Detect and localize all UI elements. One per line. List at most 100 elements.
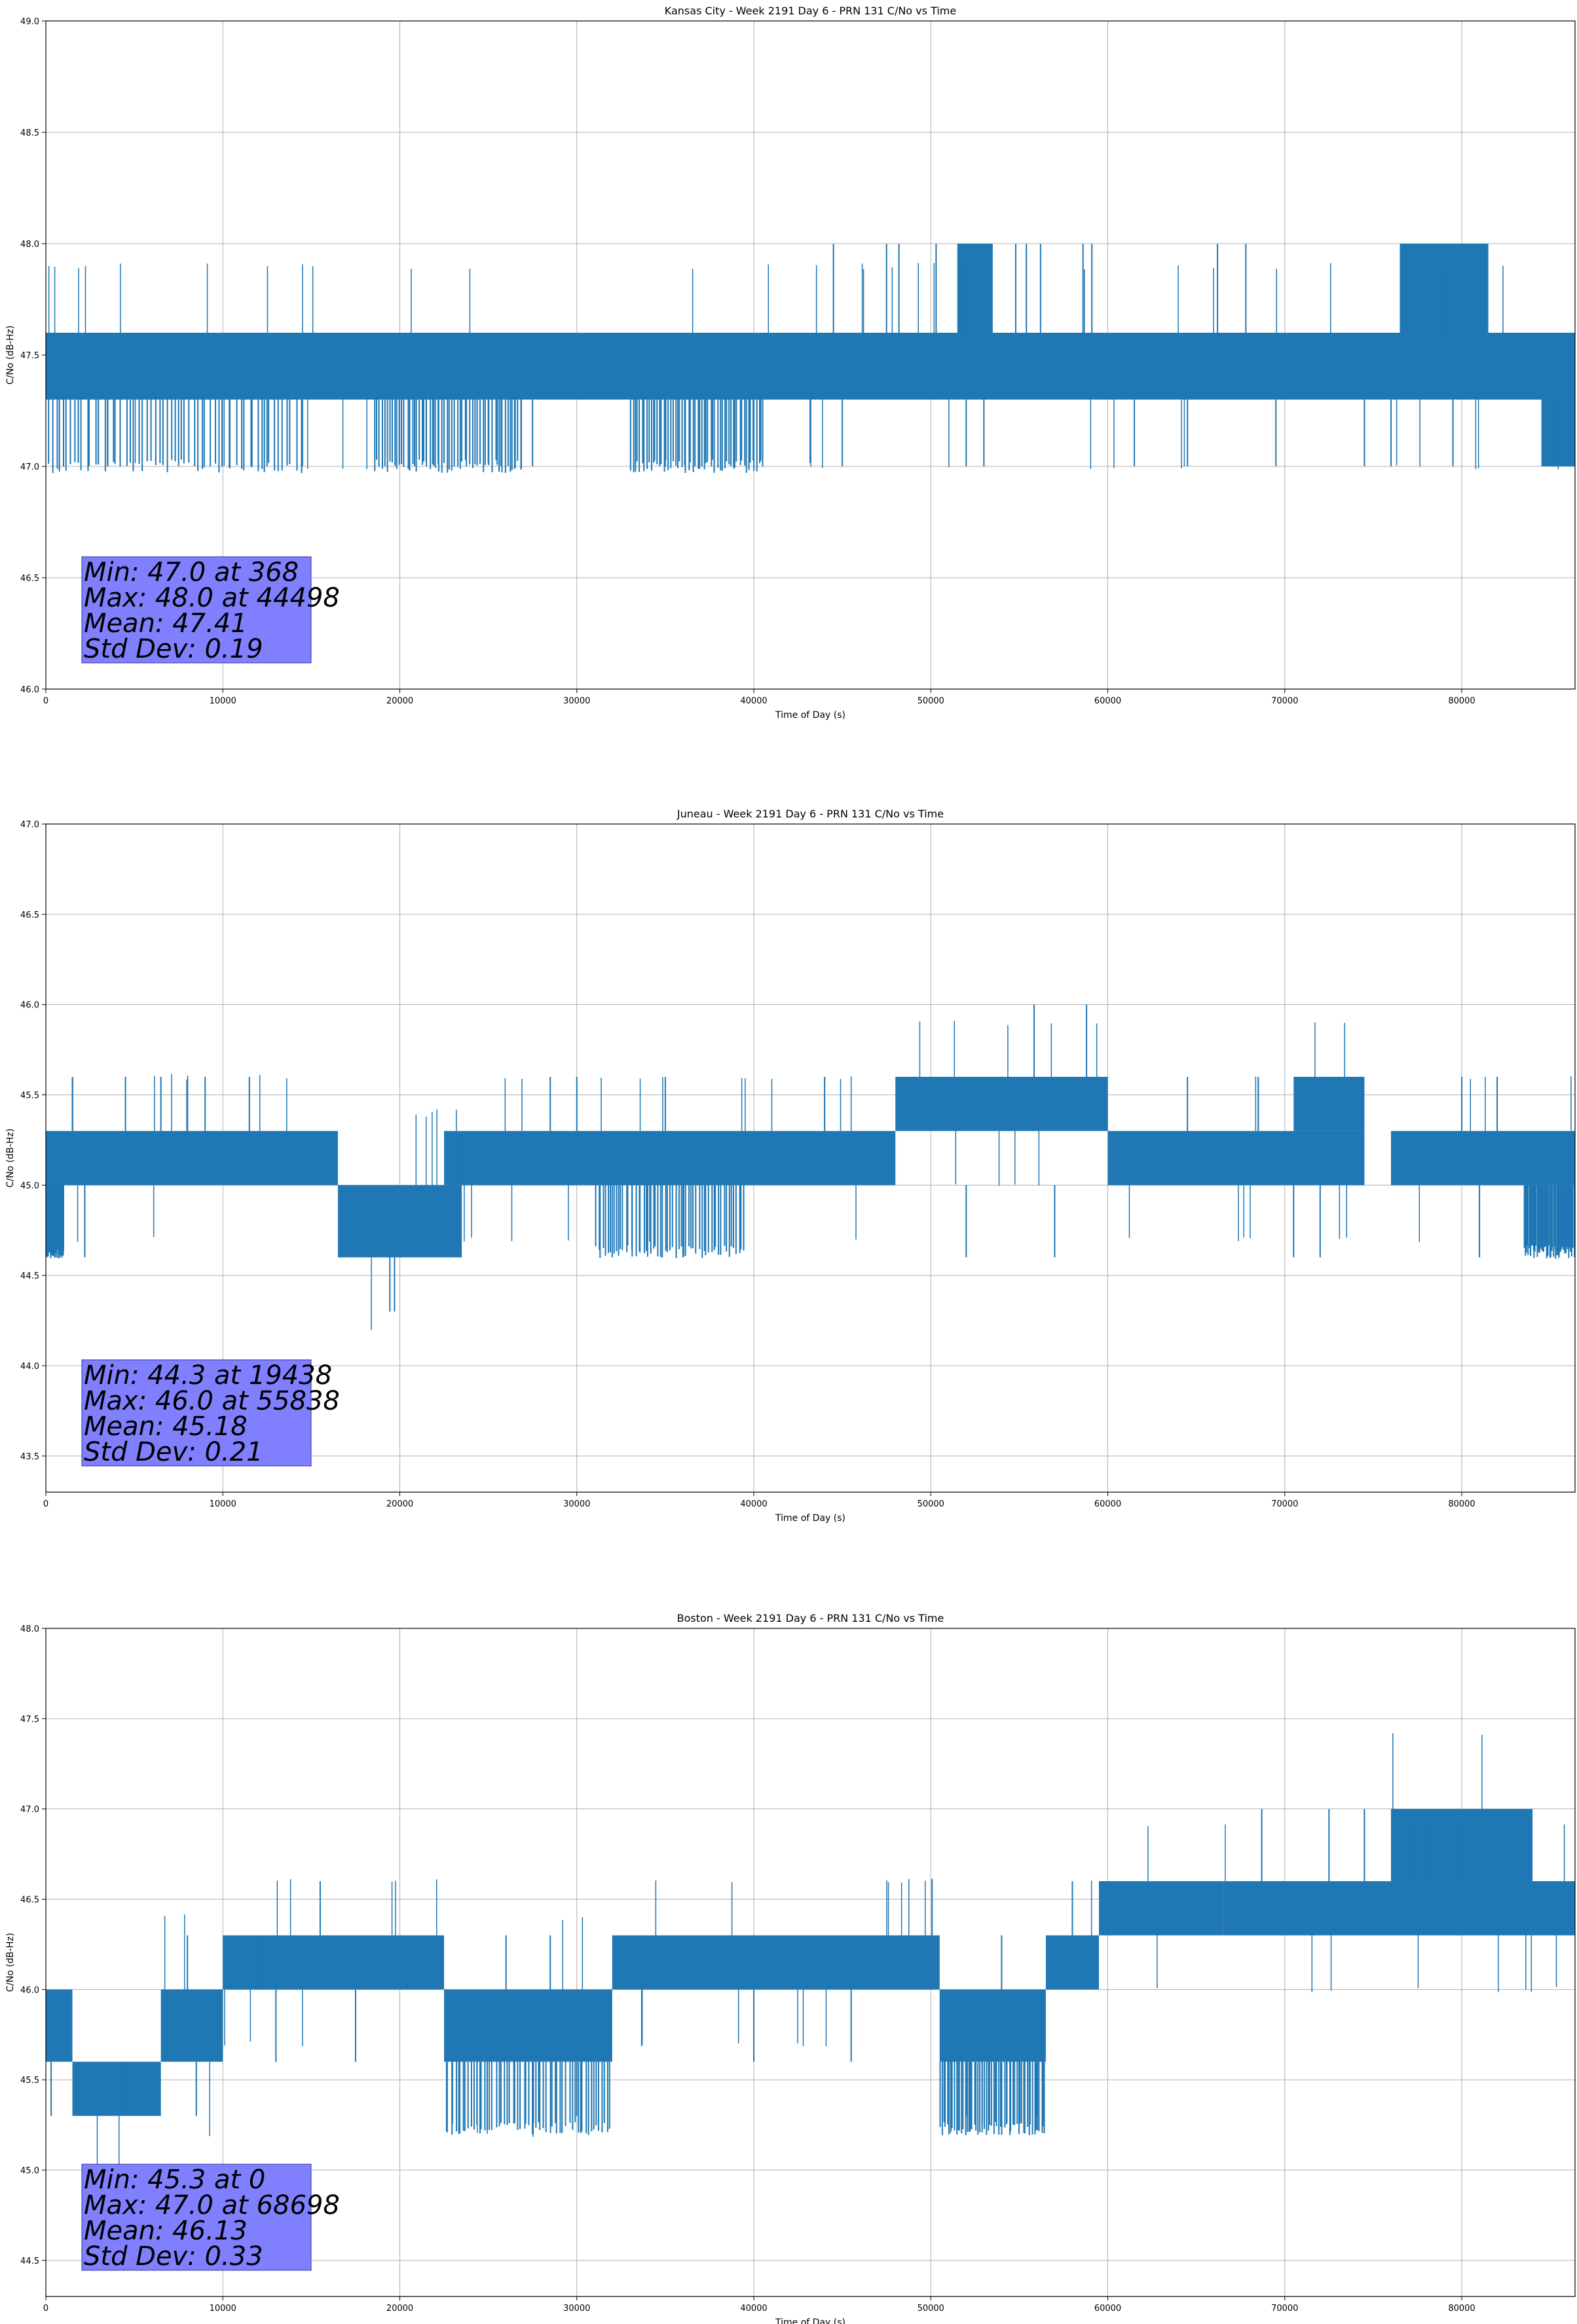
y-tick-label: 47.0 [20,1805,39,1815]
x-tick-label: 50000 [918,1499,944,1509]
y-tick-label: 47.0 [20,820,39,830]
x-tick-label: 10000 [210,696,236,706]
y-tick-label: 47.5 [20,351,39,361]
data-band [939,1989,1046,2062]
y-tick-label: 44.0 [20,1362,39,1372]
y-tick-label: 48.5 [20,128,39,138]
chart-title: Juneau - Week 2191 Day 6 - PRN 131 C/No … [677,808,944,820]
x-tick-label: 60000 [1094,696,1121,706]
chart-title: Boston - Week 2191 Day 6 - PRN 131 C/No … [677,1612,944,1624]
y-tick-label: 46.5 [20,1896,39,1905]
x-tick-label: 70000 [1271,2304,1298,2314]
x-tick-label: 30000 [563,2304,590,2314]
stats-box [81,1359,312,1467]
x-tick-label: 60000 [1094,1499,1121,1509]
x-tick-label: 20000 [386,696,413,706]
x-tick-label: 10000 [210,1499,236,1509]
y-axis-label: C/No (dB-Hz) [5,326,16,384]
x-tick-label: 80000 [1448,2304,1475,2314]
stats-line: Std Dev: 0.21 [84,1437,263,1467]
data-band [337,1185,462,1258]
y-tick-label: 49.0 [20,17,39,27]
stats-line: Mean: 45.18 [84,1412,248,1442]
y-tick-label: 45.0 [20,1181,39,1191]
x-axis-label: Time of Day (s) [775,2317,845,2324]
stats-line: Max: 48.0 at 44498 [84,583,340,613]
y-tick-label: 44.5 [20,1271,39,1281]
x-tick-label: 50000 [918,2304,944,2314]
y-tick-label: 47.5 [20,1715,39,1725]
data-band [46,1131,338,1186]
stats-box [81,2164,312,2271]
plot-frame [45,1628,1576,2297]
y-tick-label: 46.5 [20,910,39,920]
x-axis-label: Time of Day (s) [775,1513,845,1524]
x-tick-label: 10000 [210,2304,236,2314]
x-tick-label: 80000 [1448,1499,1475,1509]
x-tick-label: 20000 [386,1499,413,1509]
data-band [223,1935,445,1990]
data-band [46,1989,73,2062]
chart-panel-2: 0 10000 20000 30000 40000 50000 60000 70000 8000… [5,808,1576,1524]
x-tick-label: 80000 [1448,696,1475,706]
stats-line: Min: 44.3 at 19438 [84,1360,332,1391]
x-tick-label: 0 [43,1499,48,1509]
x-tick-label: 20000 [386,2304,413,2314]
x-tick-label: 0 [43,2304,48,2314]
data-band [895,1076,1108,1131]
data-band [1045,1935,1100,1990]
y-axis-label: C/No (dB-Hz) [5,1933,16,1992]
stats-line: Max: 46.0 at 55838 [84,1386,340,1416]
y-tick-label: 48.0 [20,1624,39,1634]
x-tick-label: 0 [43,696,48,706]
x-tick-label: 30000 [563,696,590,706]
y-tick-label: 45.0 [20,2166,39,2176]
stats-line: Min: 47.0 at 368 [84,557,299,588]
y-tick-label: 44.5 [20,2257,39,2266]
y-axis-label: C/No (dB-Hz) [5,1129,16,1188]
data-band [1390,1131,1575,1186]
x-tick-label: 40000 [740,2304,767,2314]
data-band [444,1989,612,2062]
y-tick-label: 46.0 [20,1001,39,1011]
chart-title: Kansas City - Week 2191 Day 6 - PRN 131 … [665,5,956,17]
data-band [957,244,993,333]
x-axis-label: Time of Day (s) [775,710,845,721]
stats-line: Std Dev: 0.33 [84,2241,263,2272]
data-band [160,1989,223,2062]
chart-panel-3: 0 10000 20000 30000 40000 50000 60000 70000 8000… [5,1612,1576,2324]
y-tick-label: 46.5 [20,574,39,584]
data-band [72,2061,161,2116]
x-tick-label: 40000 [740,1499,767,1509]
data-band [1107,1131,1365,1186]
stats-box [81,556,312,664]
data-band [444,1131,896,1186]
data-band [612,1935,940,1990]
y-tick-label: 43.5 [20,1452,39,1462]
data-band [1293,1076,1365,1131]
y-tick-label: 46.0 [20,1985,39,1995]
y-tick-label: 47.0 [20,462,39,472]
y-tick-label: 46.0 [20,685,39,695]
y-tick-label: 48.0 [20,240,39,250]
stats-line: Mean: 47.41 [84,609,248,639]
data-series [46,1733,1575,2172]
y-tick-label: 45.5 [20,2076,39,2086]
x-tick-label: 60000 [1094,2304,1121,2314]
x-tick-label: 70000 [1271,696,1298,706]
x-tick-label: 40000 [740,696,767,706]
data-series [46,244,1575,474]
data-band [1099,1881,1223,1936]
stats-line: Max: 47.0 at 68698 [84,2190,340,2221]
plot-frame [45,823,1576,1493]
x-tick-label: 30000 [563,1499,590,1509]
y-tick-label: 45.5 [20,1091,39,1101]
stats-line: Min: 45.3 at 0 [84,2165,265,2195]
data-band [46,333,1575,400]
x-tick-label: 50000 [918,696,944,706]
data-band [1223,1881,1575,1936]
data-series [45,1004,1576,1330]
chart-panel-1: 0 10000 20000 30000 40000 50000 60000 70000 8000… [5,5,1576,721]
x-tick-label: 70000 [1271,1499,1298,1509]
